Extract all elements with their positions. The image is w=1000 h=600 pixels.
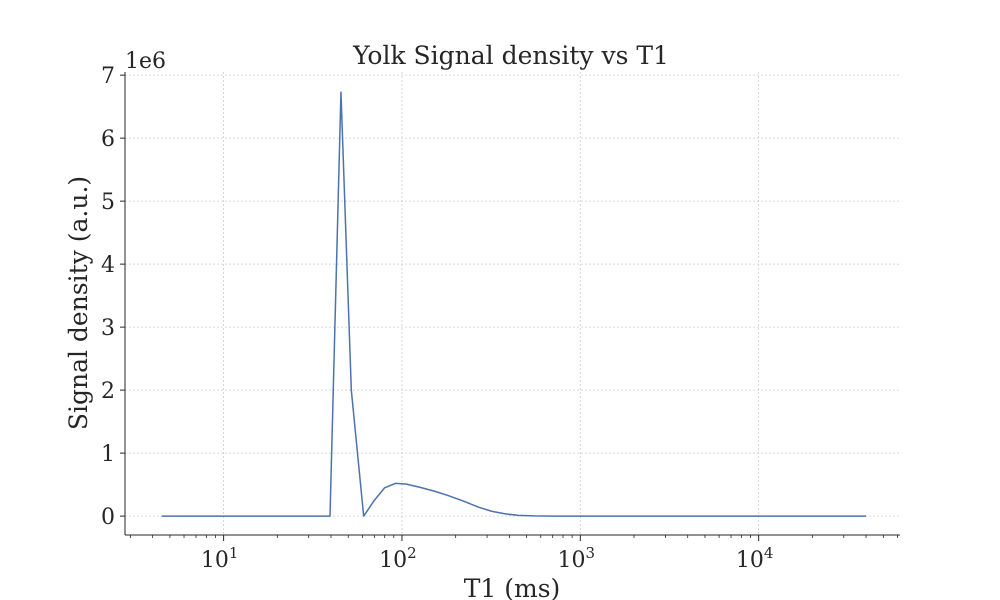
y-offset-label: 1e6 bbox=[125, 49, 166, 74]
series-line bbox=[161, 91, 867, 517]
x-tick-label: 103 bbox=[558, 544, 596, 573]
x-tick-label: 102 bbox=[379, 544, 417, 573]
y-tick-label: 2 bbox=[101, 379, 115, 404]
axes bbox=[124, 72, 900, 536]
x-axis-label: T1 (ms) bbox=[464, 574, 561, 600]
x-tick-label: 101 bbox=[201, 544, 239, 573]
y-tick-label: 7 bbox=[101, 64, 115, 89]
y-tick-label: 0 bbox=[101, 505, 115, 530]
y-tick-label: 6 bbox=[101, 127, 115, 152]
y-axis-label: Signal density (a.u.) bbox=[64, 176, 93, 430]
y-tick-label: 4 bbox=[101, 253, 115, 278]
grid-lines bbox=[125, 72, 900, 535]
tick-labels: 0 1 2 3 4 5 6 7 101 102 103 104 bbox=[101, 64, 773, 573]
tick-marks bbox=[120, 74, 898, 541]
x-tick-label: 104 bbox=[736, 544, 774, 573]
y-tick-label: 1 bbox=[101, 442, 115, 467]
y-tick-label: 3 bbox=[101, 316, 115, 341]
y-tick-label: 5 bbox=[101, 190, 115, 215]
series-group bbox=[161, 91, 867, 517]
chart-title: Yolk Signal density vs T1 bbox=[352, 41, 669, 70]
